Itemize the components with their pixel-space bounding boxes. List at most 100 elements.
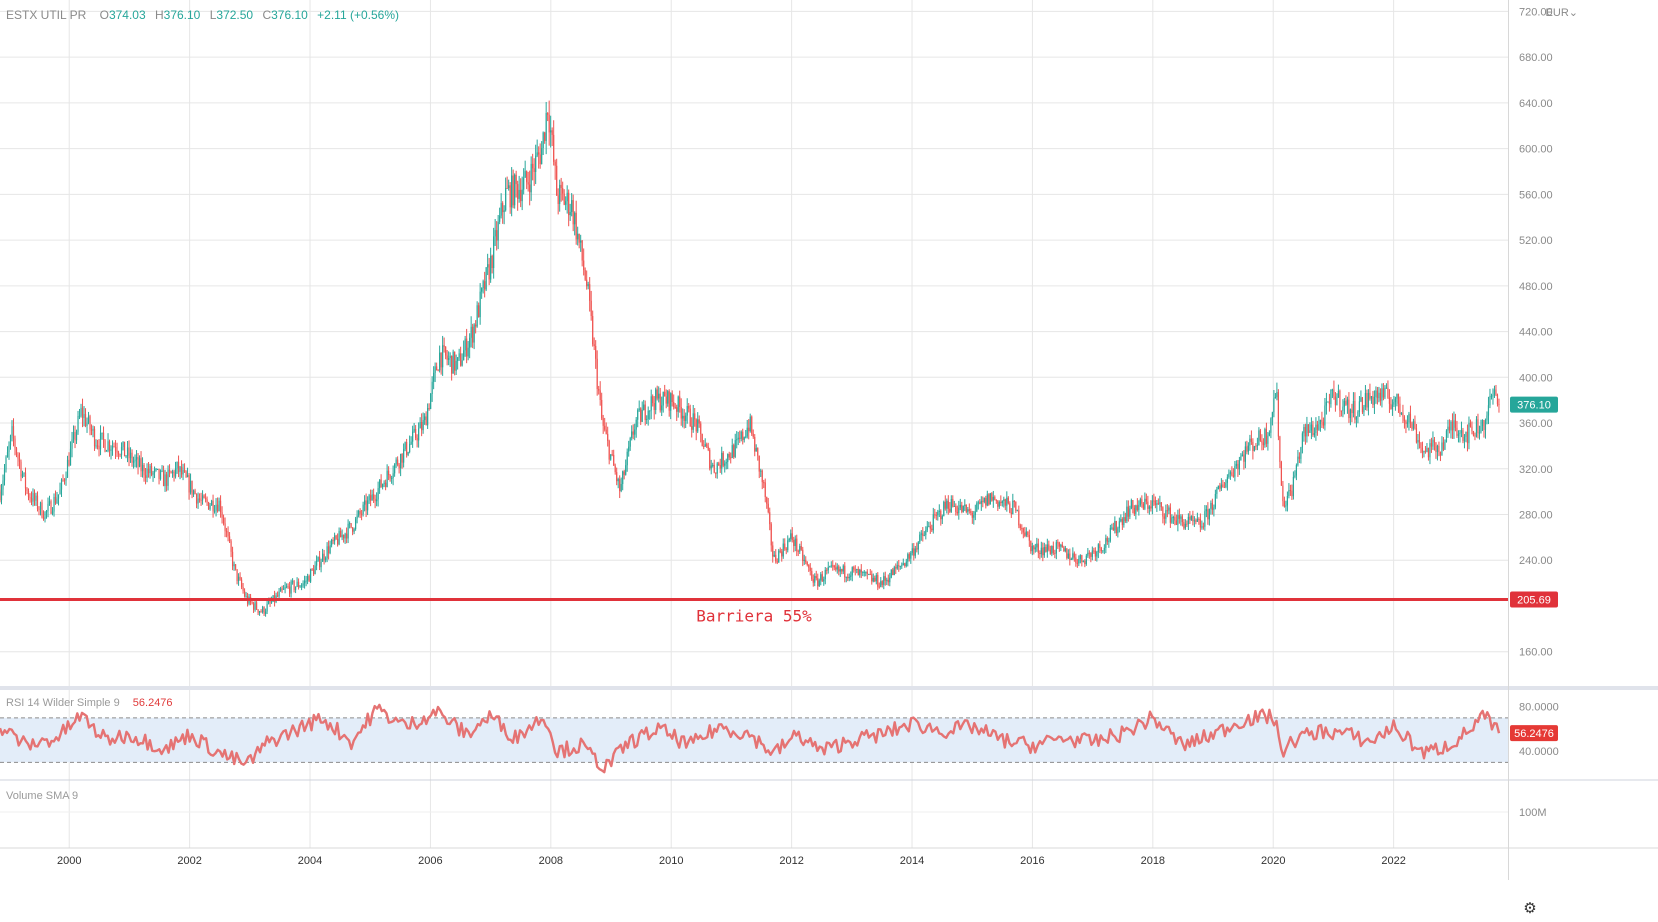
candle xyxy=(397,456,399,467)
candle xyxy=(415,425,417,441)
candle xyxy=(1141,495,1143,508)
candle xyxy=(344,532,346,544)
candle-body xyxy=(47,503,49,511)
candle xyxy=(1114,516,1116,534)
candle-body xyxy=(1402,412,1404,417)
volume-legend[interactable]: Volume SMA 9 xyxy=(6,790,78,802)
candle xyxy=(135,450,138,468)
candle xyxy=(1148,505,1150,515)
x-tick-label: 2012 xyxy=(779,855,803,867)
candle-body xyxy=(616,472,618,482)
candle-body xyxy=(911,548,913,553)
candle xyxy=(1367,389,1370,416)
candle-body xyxy=(129,452,132,459)
currency-selector[interactable]: EUR⌄ xyxy=(1546,6,1578,19)
candle xyxy=(620,477,622,493)
candle xyxy=(12,418,15,447)
candle-body xyxy=(105,450,108,452)
candle-body xyxy=(872,577,874,582)
last-price-badge: 376.10 xyxy=(1510,396,1558,413)
candle xyxy=(574,211,576,236)
candle-body xyxy=(587,284,589,287)
candle-body xyxy=(328,546,330,554)
candle xyxy=(1220,478,1222,491)
candle-body xyxy=(1337,390,1340,398)
candle xyxy=(0,483,3,505)
candle-body xyxy=(54,497,57,504)
candle-body xyxy=(533,168,535,172)
candle-body xyxy=(787,540,789,551)
candle xyxy=(440,352,442,375)
candle xyxy=(1081,554,1083,567)
candle-body xyxy=(398,464,400,469)
candle xyxy=(1180,514,1182,526)
candle xyxy=(51,507,54,516)
candle-body xyxy=(845,576,847,578)
gear-icon[interactable]: ⚙ xyxy=(1523,900,1537,917)
low-value: 372.50 xyxy=(216,8,254,22)
candle xyxy=(1168,505,1170,515)
candle-body xyxy=(9,435,12,446)
candle xyxy=(1055,539,1057,560)
candle-body xyxy=(977,502,979,504)
candle xyxy=(817,573,819,590)
candle-body xyxy=(589,284,591,301)
candle-body xyxy=(547,113,549,115)
candle xyxy=(769,507,771,531)
candle xyxy=(766,496,768,509)
candle-body xyxy=(586,279,588,287)
candle xyxy=(496,221,498,251)
candle-body xyxy=(1228,473,1230,478)
candle xyxy=(968,503,970,514)
candle xyxy=(802,546,804,567)
close-value: 376.10 xyxy=(271,8,308,22)
candle xyxy=(168,464,171,478)
y-tick-label: 520.00 xyxy=(1519,235,1553,247)
candle xyxy=(1412,418,1415,431)
candle-body xyxy=(1361,397,1364,413)
candle-body xyxy=(84,414,87,426)
candle xyxy=(263,606,265,617)
candle-body xyxy=(1138,504,1140,511)
candle-body xyxy=(584,270,586,280)
candle xyxy=(224,517,226,538)
candle xyxy=(227,526,229,542)
candle xyxy=(997,500,999,511)
candle xyxy=(243,588,246,598)
candle-body xyxy=(120,447,123,455)
candle xyxy=(721,446,723,475)
candle xyxy=(1286,491,1289,512)
candle xyxy=(221,506,223,524)
candle-body xyxy=(125,455,127,457)
candle-body xyxy=(1378,392,1380,399)
candle-body xyxy=(1219,485,1221,489)
candle-body xyxy=(1391,404,1394,410)
candle-body xyxy=(695,419,697,432)
candle xyxy=(1292,471,1295,500)
candle-body xyxy=(1055,542,1057,554)
candle xyxy=(15,446,18,458)
candle-body xyxy=(1207,509,1209,520)
candle xyxy=(1405,419,1407,434)
candle-body xyxy=(949,508,951,512)
candle-body xyxy=(562,188,564,194)
candle-body xyxy=(971,512,973,518)
candle-body xyxy=(929,526,931,529)
candle xyxy=(985,495,987,509)
candle-body xyxy=(141,464,144,472)
candle xyxy=(36,491,39,512)
candle xyxy=(656,385,658,401)
candle-body xyxy=(424,416,426,420)
rsi-legend[interactable]: RSI 14 Wilder Simple 9 56.2476 xyxy=(6,697,173,709)
candle xyxy=(1304,423,1307,445)
candle-body xyxy=(767,503,769,513)
candle xyxy=(469,333,471,359)
candle-body xyxy=(418,428,420,441)
candle-body xyxy=(1324,405,1326,426)
candle-body xyxy=(643,404,645,411)
candle xyxy=(571,193,573,217)
candle-body xyxy=(386,470,388,487)
candle xyxy=(116,442,118,457)
candle xyxy=(395,457,397,468)
